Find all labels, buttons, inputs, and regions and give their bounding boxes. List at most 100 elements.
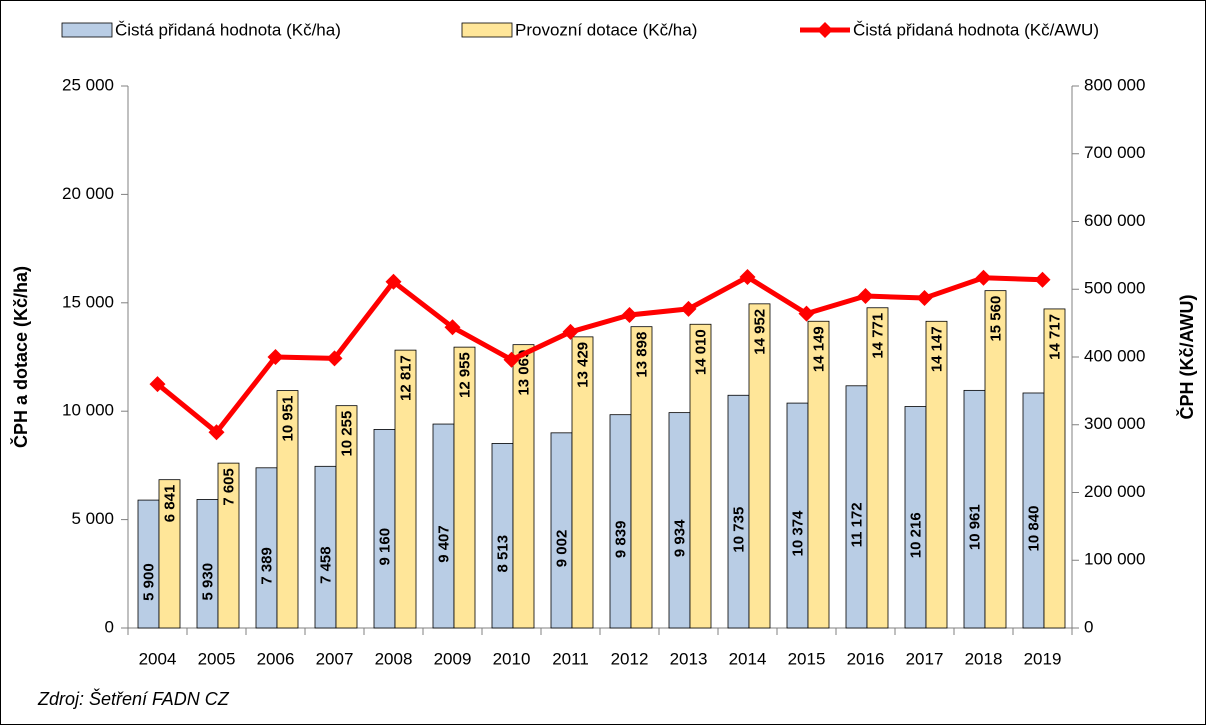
marker	[916, 290, 933, 307]
bar	[394, 349, 417, 629]
x-tick-label: 2015	[788, 649, 826, 668]
value-label: 9 934	[671, 519, 688, 557]
bar	[571, 336, 594, 629]
bar	[984, 290, 1007, 629]
x-tick-label: 2018	[965, 649, 1003, 668]
legend-marker	[817, 22, 833, 38]
x-tick-label: 2011	[552, 649, 589, 668]
legend-swatch	[61, 22, 113, 38]
bar	[866, 307, 889, 629]
value-label: 14 717	[1046, 314, 1063, 360]
marker	[621, 306, 638, 323]
value-label: 10 255	[338, 411, 355, 457]
marker	[680, 300, 697, 317]
marker	[385, 273, 402, 290]
bar	[1043, 308, 1066, 629]
x-tick-label: 2016	[847, 649, 885, 668]
value-label: 11 172	[848, 502, 865, 547]
bar	[335, 405, 358, 629]
value-label: 5 900	[140, 563, 157, 601]
x-tick-label: 2006	[257, 649, 295, 668]
x-tick-label: 2019	[1024, 649, 1062, 668]
y2-tick-label: 600 000	[1084, 211, 1145, 230]
value-label: 13 429	[574, 342, 591, 388]
marker	[326, 350, 343, 367]
x-tick-label: 2012	[611, 649, 649, 668]
value-label: 7 605	[220, 468, 237, 506]
x-tick-label: 2007	[316, 649, 354, 668]
value-label: 14 147	[928, 326, 945, 372]
marker	[975, 269, 992, 286]
marker	[739, 269, 756, 286]
value-label: 12 955	[456, 352, 473, 398]
marker	[798, 305, 815, 322]
value-label: 15 560	[987, 296, 1004, 342]
x-tick-label: 2009	[434, 649, 472, 668]
y-axis-label: ČPH a dotace (Kč/ha)	[10, 266, 31, 448]
marker	[208, 424, 225, 441]
marker	[857, 288, 874, 305]
x-tick-label: 2013	[670, 649, 708, 668]
value-label: 10 374	[789, 510, 806, 557]
value-label: 9 160	[376, 528, 393, 566]
y2-tick-label: 800 000	[1084, 75, 1145, 94]
line	[155, 274, 1043, 435]
marker	[562, 323, 579, 340]
x-tick-label: 2017	[906, 649, 944, 668]
value-label: 10 961	[966, 504, 983, 550]
value-label: 13 069	[515, 350, 532, 396]
y2-tick-label: 100 000	[1084, 550, 1145, 569]
bar	[925, 320, 948, 629]
value-label: 10 840	[1025, 506, 1042, 552]
value-label: 14 149	[810, 326, 827, 372]
value-label: 6 841	[161, 485, 178, 523]
y-tick-label: 20 000	[62, 184, 114, 203]
bar	[217, 462, 240, 629]
value-label: 14 952	[751, 309, 768, 355]
source-note: Zdroj: Šetření FADN CZ	[37, 688, 230, 709]
value-label: 8 513	[494, 535, 511, 573]
marker	[149, 376, 166, 393]
value-label: 9 839	[612, 521, 629, 559]
x-tick-label: 2010	[493, 649, 531, 668]
value-label: 13 898	[633, 332, 650, 378]
x-tick-label: 2008	[375, 649, 413, 668]
bar	[630, 326, 653, 629]
legend-label: Čistá přidaná hodnota (Kč/ha)	[115, 20, 341, 39]
y2-tick-label: 700 000	[1084, 143, 1145, 162]
bar	[748, 303, 771, 629]
value-label: 7 389	[258, 547, 275, 585]
marker	[267, 349, 284, 365]
value-label: 7 458	[317, 546, 334, 584]
bar	[276, 390, 299, 629]
y2-tick-label: 300 000	[1084, 414, 1145, 433]
value-label: 14 010	[692, 329, 709, 375]
y2-tick-label: 200 000	[1084, 482, 1145, 501]
legend-label: Provozní dotace (Kč/ha)	[515, 20, 697, 39]
value-label: 10 735	[730, 507, 747, 553]
marker	[503, 351, 520, 368]
y-tick-label: 5 000	[71, 509, 114, 528]
value-label: 9 407	[435, 525, 452, 563]
marker	[1034, 271, 1051, 288]
legend-label: Čistá přidaná hodnota (Kč/AWU)	[853, 20, 1099, 39]
value-label: 12 817	[397, 355, 414, 401]
y-tick-label: 25 000	[62, 75, 114, 94]
bar	[453, 346, 476, 629]
x-tick-label: 2004	[139, 649, 177, 668]
value-label: 5 930	[199, 563, 216, 601]
bar	[807, 320, 830, 629]
y2-tick-label: 500 000	[1084, 279, 1145, 298]
value-label: 10 951	[279, 396, 296, 442]
value-label: 10 216	[907, 512, 924, 558]
marker	[444, 319, 461, 336]
x-tick-label: 2005	[198, 649, 236, 668]
x-tick-label: 2014	[729, 649, 767, 668]
value-label: 14 771	[869, 313, 886, 359]
y2-tick-label: 400 000	[1084, 346, 1145, 365]
bar	[689, 323, 712, 629]
y2-axis-label: ČPH (Kč/AWU)	[1176, 294, 1197, 419]
y-tick-label: 0	[105, 617, 114, 636]
value-label: 9 002	[553, 530, 570, 568]
